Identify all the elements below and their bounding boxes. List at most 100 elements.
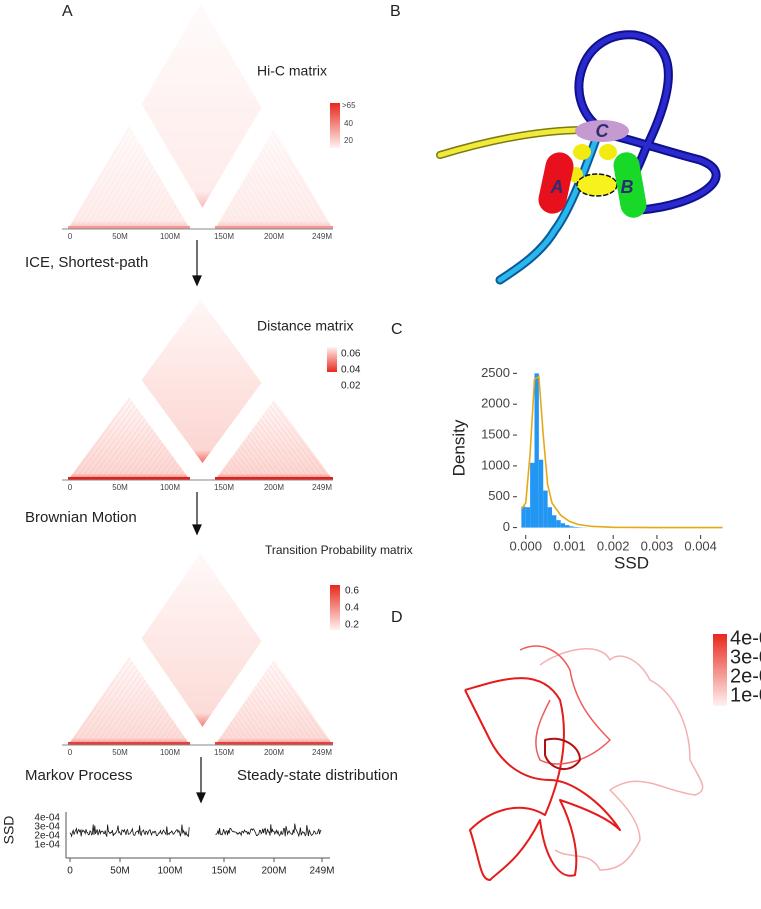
heatmap-texture (255, 425, 296, 481)
heatmap-texture (262, 148, 311, 230)
heatmap-texture (100, 419, 146, 481)
x-tick-label: 0 (68, 483, 73, 492)
x-tick-label: 200M (261, 866, 286, 877)
heatmap-texture (235, 451, 257, 481)
heatmap-texture (272, 131, 330, 230)
heatmap-region (68, 397, 190, 480)
heatmap-texture (235, 715, 257, 746)
heatmap-texture (230, 202, 247, 230)
bar (556, 520, 561, 528)
step-label: ICE, Shortest-path (25, 254, 148, 271)
x-tick-label: 100M (160, 483, 180, 492)
knot-label: A (550, 177, 564, 197)
heatmap-texture (257, 421, 301, 481)
heatmap-texture (267, 668, 321, 746)
heatmap-texture (228, 461, 242, 481)
tick-label: 3e-04 (34, 822, 60, 833)
heatmap-texture (240, 707, 267, 746)
legend-label: 0.2 (345, 620, 359, 631)
x-tick-label: 100M (157, 866, 182, 877)
heatmap-region (215, 128, 333, 229)
heatmap-texture (151, 717, 171, 746)
heatmap-texture (95, 148, 143, 230)
heatmap-texture (269, 665, 325, 746)
heatmap-region (141, 299, 262, 463)
heatmap-texture (232, 455, 252, 481)
heatmap-texture (115, 165, 154, 230)
x-tick-label: 50M (110, 866, 129, 877)
knot-diagram (436, 30, 721, 285)
x-tick-label: 0.000 (509, 538, 542, 553)
color-legend (330, 585, 340, 630)
heatmap-region (141, 552, 262, 727)
heatmap-texture (237, 448, 262, 481)
heatmap-texture (105, 683, 149, 746)
bar (521, 506, 526, 528)
heatmap-texture (240, 445, 267, 481)
heatmap-texture (80, 665, 136, 746)
matrix-title: Transition Probability matrix (265, 543, 413, 557)
axis-label: SSD (1, 816, 17, 845)
heatmap-texture (110, 426, 151, 481)
heatmap (68, 299, 333, 481)
x-tick-label: 0.002 (597, 538, 630, 553)
heatmap-texture (74, 131, 133, 230)
bar (534, 373, 539, 528)
heatmap-texture (230, 458, 247, 481)
x-tick-label: 249M (312, 748, 332, 757)
heatmap-texture (182, 222, 187, 230)
structure-trace (464, 645, 704, 881)
heatmap-texture (272, 401, 330, 481)
heatmap-texture (85, 408, 138, 481)
bar (565, 525, 570, 528)
step-label: Steady-state distribution (237, 767, 398, 784)
heatmap-texture (105, 157, 149, 230)
heatmap-texture (262, 415, 311, 481)
heatmap-texture (223, 214, 232, 230)
heatmap-region (141, 3, 262, 208)
heatmap-texture (252, 164, 291, 230)
legend-label: 0.06 (341, 349, 361, 360)
y-tick-label: 1500 (481, 426, 510, 441)
heatmap-texture (115, 691, 154, 746)
heatmap-texture (141, 187, 166, 230)
color-legend (327, 347, 337, 372)
heatmap (68, 552, 333, 746)
heatmap-texture (255, 686, 296, 746)
y-tick-label: 500 (488, 488, 510, 503)
heatmap-texture (225, 210, 237, 230)
legend-label: 0.6 (345, 586, 359, 597)
heatmap-texture (232, 198, 252, 230)
legend-label: 0.04 (341, 365, 361, 376)
legend-label: 3e-04 (730, 646, 761, 668)
heatmap-texture (257, 156, 301, 230)
heatmap-texture (120, 694, 156, 746)
heatmap-texture (100, 152, 146, 230)
heatmap-texture (247, 697, 281, 746)
heatmap (68, 3, 333, 230)
heatmap-texture (115, 429, 154, 481)
heatmap-region (68, 125, 190, 229)
heatmap-texture (259, 679, 306, 746)
y-tick-label: 1000 (481, 457, 510, 472)
heatmap-texture (264, 411, 316, 481)
bar (525, 507, 531, 528)
heatmap-texture (267, 408, 321, 481)
heatmap-texture (100, 680, 146, 746)
heatmap-texture (141, 446, 166, 481)
y-tick-label: 0 (503, 519, 510, 534)
step-label: Brownian Motion (25, 509, 137, 526)
heatmap-texture (228, 206, 242, 230)
heatmap-texture (131, 178, 161, 230)
axis-label: Density (449, 419, 468, 476)
heatmap-texture (85, 668, 138, 746)
heatmap-texture (136, 443, 164, 481)
heatmap-texture (131, 702, 161, 746)
x-tick-label: 100M (160, 748, 180, 757)
heatmap-texture (161, 460, 177, 481)
heatmap-texture (247, 435, 281, 481)
heatmap-texture (264, 672, 316, 746)
heatmap-texture (242, 704, 272, 746)
heatmap-texture (257, 683, 301, 746)
x-tick-label: 0.004 (684, 538, 717, 553)
